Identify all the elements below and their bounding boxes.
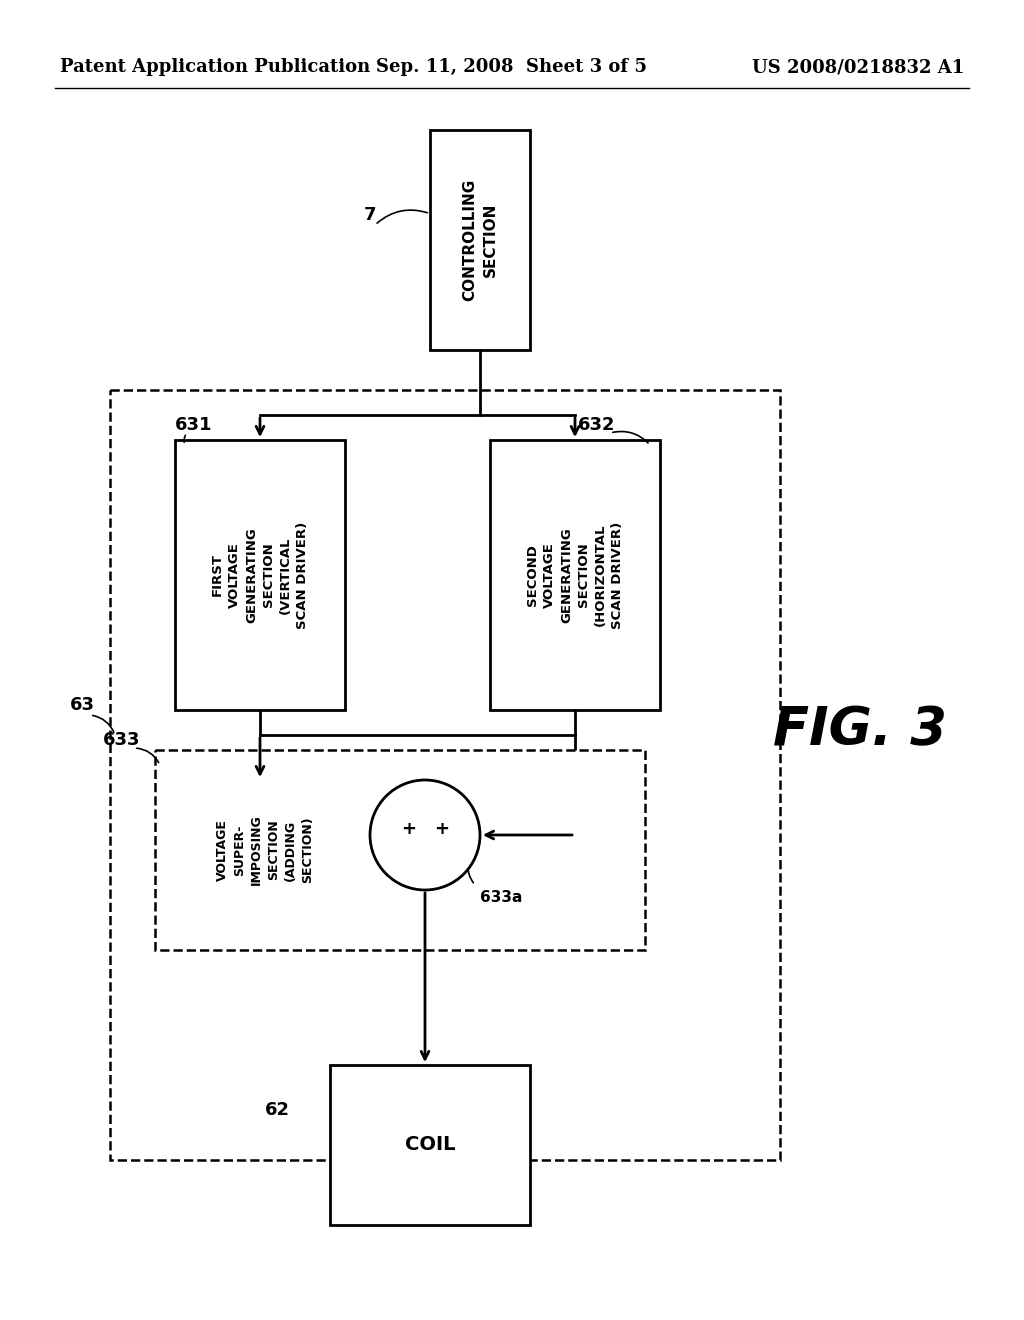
Bar bbox=[155, 750, 645, 950]
Text: 633: 633 bbox=[103, 731, 140, 748]
Bar bbox=[430, 129, 530, 350]
Text: +: + bbox=[434, 821, 449, 838]
Text: Patent Application Publication: Patent Application Publication bbox=[60, 58, 371, 77]
Text: +: + bbox=[401, 821, 416, 838]
Text: SECOND
VOLTAGE
GENERATING
SECTION
(HORIZONTAL
SCAN DRIVER): SECOND VOLTAGE GENERATING SECTION (HORIZ… bbox=[526, 521, 624, 628]
Bar bbox=[175, 440, 345, 710]
Text: US 2008/0218832 A1: US 2008/0218832 A1 bbox=[752, 58, 964, 77]
Text: 631: 631 bbox=[175, 416, 213, 434]
Text: 633a: 633a bbox=[480, 890, 522, 906]
Text: 7: 7 bbox=[364, 206, 376, 224]
Text: 632: 632 bbox=[578, 416, 615, 434]
Text: CONTROLLING
SECTION: CONTROLLING SECTION bbox=[463, 180, 498, 301]
Text: 63: 63 bbox=[70, 696, 94, 714]
Circle shape bbox=[370, 780, 480, 890]
Bar bbox=[330, 1065, 530, 1225]
Text: FIG. 3: FIG. 3 bbox=[773, 704, 947, 756]
Bar bbox=[490, 440, 660, 710]
Text: Sep. 11, 2008  Sheet 3 of 5: Sep. 11, 2008 Sheet 3 of 5 bbox=[377, 58, 647, 77]
Text: COIL: COIL bbox=[404, 1135, 456, 1155]
Text: 62: 62 bbox=[265, 1101, 290, 1119]
Text: VOLTAGE
SUPER-
IMPOSING
SECTION
(ADDING
SECTION): VOLTAGE SUPER- IMPOSING SECTION (ADDING … bbox=[216, 814, 314, 886]
Text: FIRST
VOLTAGE
GENERATING
SECTION
(VERTICAL
SCAN DRIVER): FIRST VOLTAGE GENERATING SECTION (VERTIC… bbox=[211, 521, 309, 628]
Bar bbox=[110, 389, 780, 1160]
